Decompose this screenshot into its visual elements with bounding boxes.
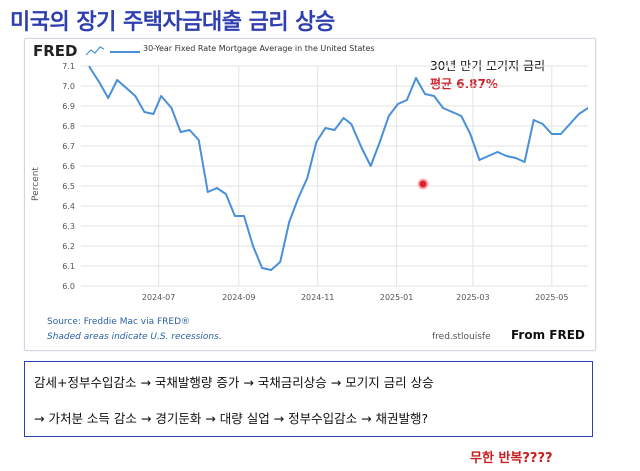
- series-title: 30-Year Fixed Rate Mortgage Average in t…: [143, 44, 375, 53]
- data-point: [406, 99, 408, 101]
- data-point: [350, 123, 353, 125]
- y-tick-label: 7.1: [62, 62, 75, 71]
- y-tick-label: 6.3: [62, 222, 75, 231]
- y-tick-label: 6.4: [62, 202, 75, 211]
- x-tick-label: 2024-11: [301, 293, 334, 302]
- data-point: [487, 155, 490, 157]
- data-point: [288, 221, 291, 223]
- data-point: [378, 141, 381, 143]
- data-point: [234, 215, 236, 217]
- data-point: [451, 111, 454, 113]
- data-point: [89, 67, 91, 69]
- data-point: [179, 131, 182, 133]
- series-line: [88, 66, 588, 271]
- flow-line-1: 감세+정부수입감소 → 국채발행량 증가 → 국채금리상승 → 모기지 금리 상…: [34, 375, 434, 390]
- data-point: [134, 95, 137, 97]
- from-fred-label: From FRED: [511, 328, 585, 342]
- fred-domain: fred.stlouisfe: [432, 332, 491, 342]
- data-point: [541, 123, 544, 125]
- data-point: [107, 97, 110, 99]
- y-tick-label: 6.8: [62, 122, 75, 131]
- y-tick-label: 6.0: [62, 282, 75, 291]
- y-tick-label: 6.2: [62, 242, 75, 251]
- data-point: [252, 245, 254, 247]
- data-point: [143, 111, 146, 113]
- data-point: [369, 165, 372, 167]
- data-point: [496, 151, 499, 153]
- y-tick-label: 6.9: [62, 102, 75, 111]
- footnote: 무한 반복????: [470, 451, 553, 466]
- data-point: [587, 107, 588, 109]
- data-point: [224, 193, 227, 195]
- data-point: [98, 81, 101, 83]
- data-point: [125, 87, 128, 89]
- data-point: [80, 41, 82, 43]
- source-text: Source: Freddie Mac via FRED®: [47, 317, 191, 327]
- data-point: [433, 95, 435, 97]
- legend-swatch: [110, 51, 140, 53]
- data-point: [460, 115, 463, 117]
- data-point: [550, 133, 553, 135]
- data-point: [387, 115, 390, 117]
- data-point: [270, 269, 273, 271]
- data-point: [324, 127, 327, 129]
- data-point: [396, 103, 399, 105]
- data-point: [505, 155, 508, 157]
- y-tick-label: 6.1: [62, 262, 75, 271]
- data-point: [424, 93, 426, 95]
- chart-plot: 7.1 7.0 6.9 6.8 6.7 6.6 6.5 6.4 6.3 6.2 6.1 6.0 2024…: [62, 41, 588, 302]
- x-tick-label: 2025-01: [380, 293, 413, 302]
- data-point: [206, 191, 209, 193]
- page-title: 미국의 장기 주택자금대출 금리 상승: [10, 10, 335, 35]
- data-point: [415, 77, 417, 79]
- data-point: [360, 147, 363, 149]
- data-point: [261, 267, 263, 269]
- data-point: [170, 107, 173, 109]
- data-point: [469, 133, 472, 135]
- x-tick-label: 2024-07: [142, 293, 175, 302]
- x-tick-label: 2025-03: [456, 293, 489, 302]
- marker-dot: [417, 178, 429, 190]
- data-point: [279, 261, 282, 263]
- data-point: [243, 215, 245, 217]
- data-point: [568, 123, 571, 125]
- data-point: [188, 129, 191, 131]
- data-point: [197, 139, 200, 141]
- x-tick-label: 2025-05: [535, 293, 568, 302]
- x-tick-label: 2024-09: [222, 293, 255, 302]
- data-point: [333, 129, 336, 131]
- flow-line-2: → 가처분 소득 감소 → 경기둔화 → 대량 실업 → 정부수입감소 → 채권…: [34, 411, 429, 426]
- data-point: [578, 113, 580, 115]
- data-point: [315, 141, 318, 143]
- data-point: [116, 79, 119, 81]
- y-tick-label: 6.7: [62, 142, 75, 151]
- data-point: [514, 157, 517, 159]
- y-tick-label: 6.6: [62, 162, 75, 171]
- flow-box: 감세+정부수입감소 → 국채발행량 증가 → 국채금리상승 → 모기지 금리 상…: [24, 361, 593, 437]
- data-point: [532, 119, 535, 121]
- annotation-average: 평균 6.87%: [430, 77, 498, 91]
- chart-panel: FRED 30-Year Fixed Rate Mortgage Average…: [24, 38, 596, 351]
- fred-graph-icon: [85, 46, 105, 56]
- data-point: [478, 159, 481, 161]
- recession-note: Shaded areas indicate U.S. recessions.: [47, 332, 222, 342]
- data-point: [559, 133, 562, 135]
- data-point: [297, 197, 300, 199]
- data-point: [215, 187, 218, 189]
- y-tick-label: 7.0: [62, 82, 75, 91]
- data-point: [442, 107, 445, 109]
- fred-logo: FRED: [33, 42, 78, 60]
- data-point: [160, 95, 163, 97]
- data-point: [306, 177, 309, 179]
- data-point: [152, 113, 155, 115]
- data-point: [523, 161, 526, 163]
- data-point: [342, 117, 345, 119]
- y-tick-label: 6.5: [62, 182, 75, 191]
